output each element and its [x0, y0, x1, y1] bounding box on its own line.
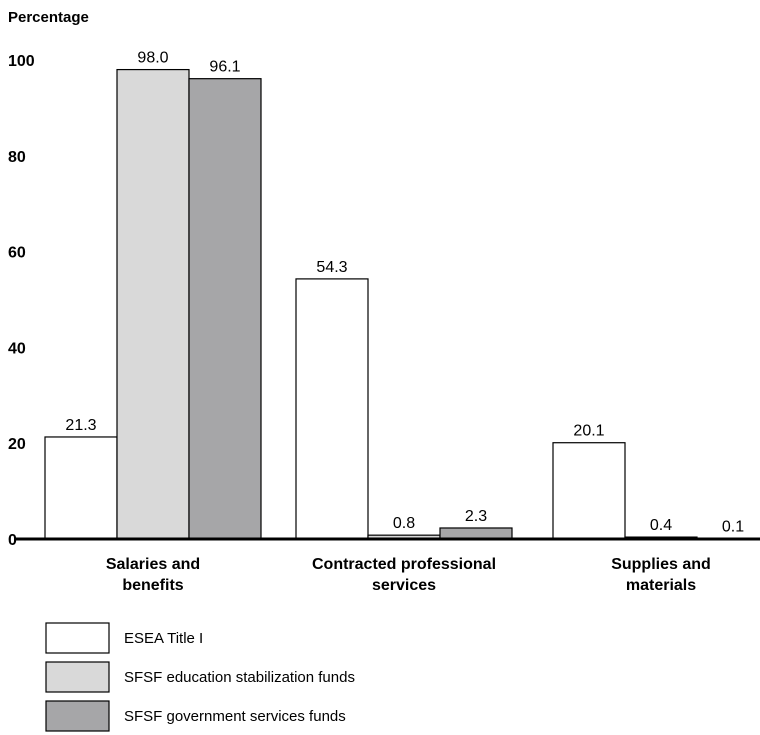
bar — [439, 527, 513, 540]
data-label: 54.3 — [316, 259, 347, 276]
data-label: 0.1 — [722, 519, 744, 536]
y-axis-ticks: 0 20 40 60 80 100 — [8, 53, 35, 549]
data-labels: 21.3 54.3 20.1 98.0 0.8 0.4 96.1 2.3 0.1 — [65, 50, 744, 536]
category-label: Supplies and — [611, 556, 711, 573]
legend-swatch — [45, 700, 110, 732]
category-label: services — [372, 577, 436, 594]
bar — [295, 278, 369, 540]
legend-swatch — [45, 622, 110, 654]
bars — [44, 68, 760, 540]
y-tick-label: 80 — [8, 149, 26, 166]
category-labels: Salaries and benefits Contracted professio… — [106, 556, 711, 594]
data-label: 98.0 — [137, 50, 168, 67]
y-tick-label: 40 — [8, 340, 26, 357]
legend-label: SFSF government services funds — [124, 708, 346, 725]
data-label: 21.3 — [65, 417, 96, 434]
category-label: Contracted professional — [312, 556, 496, 573]
legend-label: ESEA Title I — [124, 630, 203, 647]
category-label: benefits — [122, 577, 183, 594]
bar — [552, 442, 626, 540]
y-tick-label: 100 — [8, 53, 35, 70]
data-label: 96.1 — [209, 59, 240, 76]
bar — [44, 436, 118, 540]
y-tick-label: 20 — [8, 436, 26, 453]
legend-swatch — [45, 661, 110, 693]
data-label: 2.3 — [465, 508, 487, 525]
y-tick-label: 0 — [8, 532, 17, 549]
data-label: 0.8 — [393, 515, 415, 532]
legend-label: SFSF education stabilization funds — [124, 669, 355, 686]
data-label: 20.1 — [573, 423, 604, 440]
category-label: materials — [626, 577, 696, 594]
y-axis-label: Percentage — [8, 9, 89, 26]
y-tick-label: 60 — [8, 245, 26, 262]
data-label: 0.4 — [650, 517, 672, 534]
legend: ESEA Title I SFSF education stabilization… — [45, 622, 355, 732]
bar — [116, 68, 190, 540]
category-label: Salaries and — [106, 556, 200, 573]
bar — [188, 78, 262, 540]
